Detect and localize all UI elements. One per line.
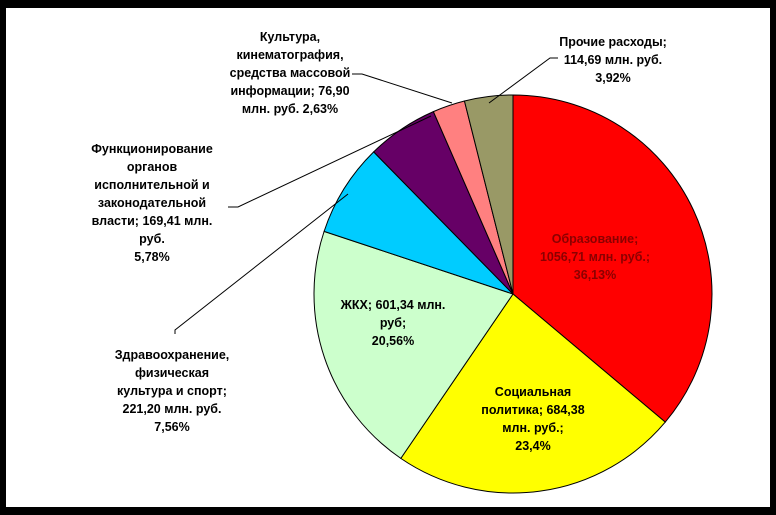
- data-label-line: 114,69 млн. руб.: [563, 53, 663, 67]
- pie-slice: [400, 293, 666, 494]
- pie-chart: [174, 57, 713, 494]
- data-label-line: 5,78%: [134, 250, 170, 264]
- data-label-line: средства массовой: [229, 66, 351, 80]
- pie-slice: [323, 151, 514, 295]
- pie-slice: [463, 94, 514, 295]
- data-label-line: кинематография,: [236, 48, 344, 62]
- data-label-line: Здравоохранение,: [114, 348, 230, 362]
- data-label-line: 221,20 млн. руб.: [122, 402, 222, 416]
- data-label-line: 20,56%: [371, 334, 415, 348]
- data-label-line: законодательной: [97, 196, 207, 210]
- data-label: ЖКХ; 601,34 млн. руб; 20,56%: [341, 296, 446, 350]
- leader-line: [352, 73, 453, 104]
- data-label-line: Образование;: [551, 232, 639, 246]
- leader-line: [488, 57, 558, 104]
- data-label-line: Прочие расходы;: [559, 35, 667, 49]
- data-label-line: исполнительной и: [94, 178, 210, 192]
- data-label-line: руб.: [139, 232, 165, 246]
- data-label-line: 7,56%: [154, 420, 190, 434]
- pie-slice: [512, 94, 713, 423]
- leader-line: [174, 193, 349, 334]
- data-label-line: Культура,: [259, 30, 321, 44]
- data-label-line: млн. руб. 2,63%: [241, 102, 339, 116]
- data-label-line: информации; 76,90: [230, 84, 350, 98]
- data-label: Функционирование органов исполнительной и з…: [91, 140, 213, 266]
- plot-area: Образование; 1056,71 млн. руб.; 36,13% Соци…: [6, 8, 770, 507]
- data-label-line: ЖКХ; 601,34 млн.: [340, 298, 446, 312]
- data-label-line: 36,13%: [573, 268, 617, 282]
- data-label-line: органов: [126, 160, 178, 174]
- data-label: Здравоохранение, физическая культура и спо…: [115, 346, 230, 436]
- data-label-line: 23,4%: [515, 439, 551, 453]
- data-label-line: руб;: [379, 316, 407, 330]
- data-label: Социальная политика; 684,38 млн. руб.; 23,4…: [481, 383, 584, 455]
- data-label-line: Функционирование: [91, 142, 213, 156]
- data-label-line: власти; 169,41 млн.: [91, 214, 213, 228]
- data-label: Культура, кинематография, средства массово…: [230, 28, 351, 118]
- data-label: Прочие расходы; 114,69 млн. руб. 3,92%: [559, 33, 667, 87]
- data-label-line: культура и спорт;: [117, 384, 227, 398]
- data-label-line: млн. руб.;: [502, 421, 564, 435]
- data-label-line: Социальная: [494, 385, 572, 399]
- data-label: Образование; 1056,71 млн. руб.; 36,13%: [540, 230, 650, 284]
- data-label-line: 1056,71 млн. руб.;: [539, 250, 651, 264]
- leader-line: [228, 115, 432, 208]
- data-label-line: 3,92%: [595, 71, 631, 85]
- pie-slice: [313, 230, 514, 460]
- data-label-line: физическая: [134, 366, 210, 380]
- data-label-line: политика; 684,38: [481, 403, 585, 417]
